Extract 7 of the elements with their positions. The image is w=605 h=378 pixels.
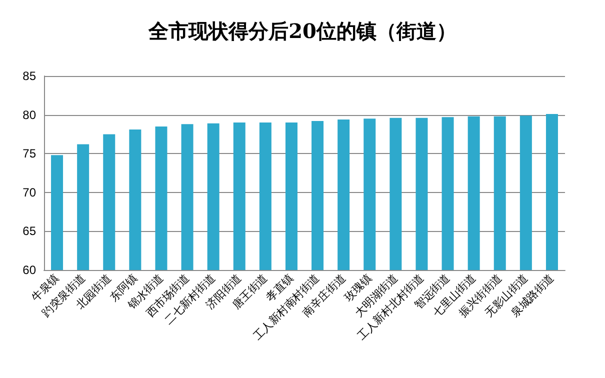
chart-title: 全市现状得分后20位的镇（街道） <box>148 19 456 43</box>
y-tick-label: 70 <box>22 185 36 200</box>
y-tick-label: 60 <box>22 263 36 277</box>
y-tick-label: 80 <box>22 108 36 122</box>
y-tick-label: 85 <box>22 69 36 83</box>
y-tick-label: 75 <box>22 146 36 161</box>
y-tick-label: 65 <box>22 224 36 238</box>
